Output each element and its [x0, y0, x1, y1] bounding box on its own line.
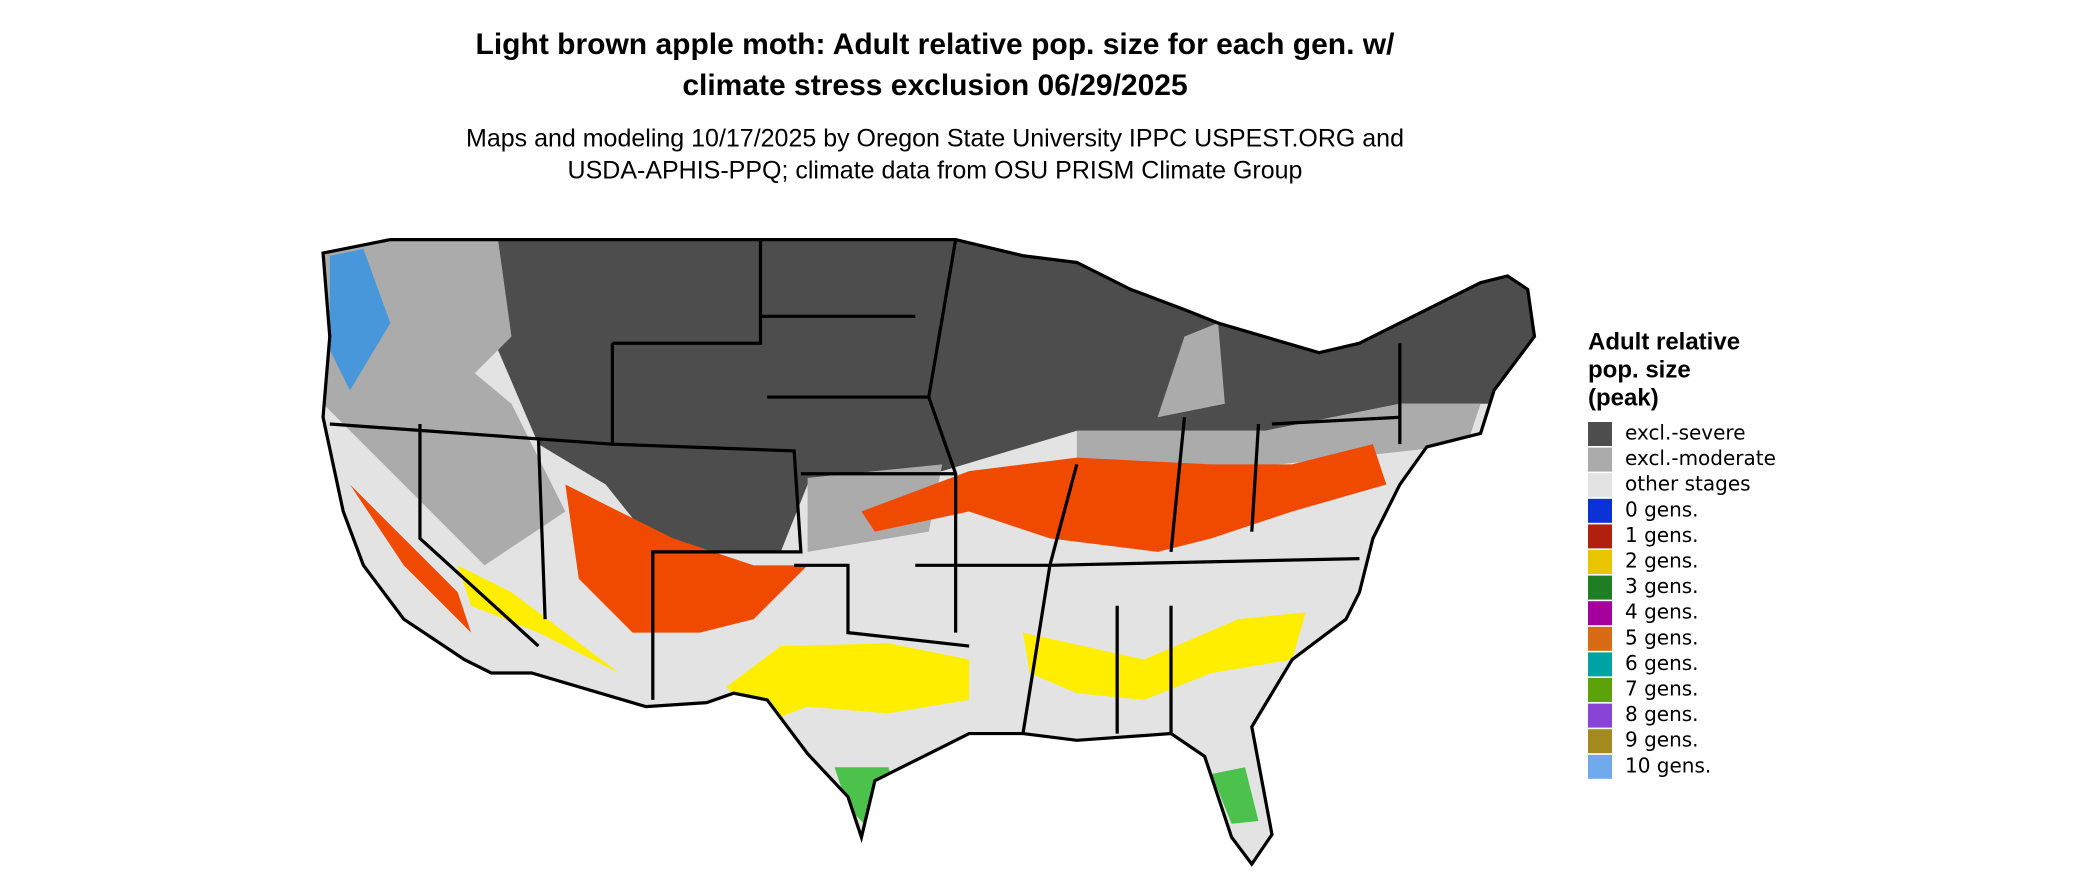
legend-swatch — [1588, 652, 1612, 677]
legend-swatch — [1588, 524, 1612, 549]
legend-swatch — [1588, 601, 1612, 626]
legend-label: other stages — [1625, 472, 1751, 496]
map-fill — [323, 239, 1535, 865]
legend-label: 7 gens. — [1625, 677, 1699, 701]
legend-swatch — [1588, 473, 1612, 498]
legend-label: excl.-severe — [1625, 421, 1746, 445]
legend-swatch — [1588, 754, 1612, 779]
legend-label: 6 gens. — [1625, 651, 1699, 675]
state-borders — [321, 237, 1537, 867]
legend-label: 0 gens. — [1625, 497, 1699, 521]
legend-label: excl.-moderate — [1625, 446, 1776, 470]
legend-title: (peak) — [1588, 384, 1659, 411]
title: Light brown apple moth: Adult relative p… — [476, 28, 1396, 61]
legend-title: pop. size — [1588, 356, 1691, 383]
legend-label: 9 gens. — [1625, 728, 1699, 752]
title: climate stress exclusion 06/29/2025 — [682, 69, 1187, 102]
legend-label: 3 gens. — [1625, 574, 1699, 598]
legend-swatch — [1588, 422, 1612, 446]
legend-label: 4 gens. — [1625, 600, 1699, 624]
legend-swatch — [1588, 498, 1612, 523]
legend-swatch — [1588, 729, 1612, 754]
legend-swatch — [1588, 703, 1612, 728]
legend-swatch — [1588, 550, 1612, 574]
legend-swatch — [1588, 575, 1612, 600]
us-map — [321, 237, 1537, 867]
legend-label: 5 gens. — [1625, 625, 1699, 649]
legend-label: 1 gens. — [1625, 523, 1699, 547]
legend-swatch — [1588, 447, 1612, 472]
legend-label: 8 gens. — [1625, 702, 1699, 726]
legend-swatch — [1588, 626, 1612, 651]
legend-label: 10 gens. — [1625, 753, 1711, 777]
legend-label: 2 gens. — [1625, 549, 1699, 573]
subtitle: USDA-APHIS-PPQ; climate data from OSU PR… — [568, 157, 1303, 185]
legend-title: Adult relative — [1588, 328, 1740, 355]
legend-swatch — [1588, 678, 1612, 702]
subtitle: Maps and modeling 10/17/2025 by Oregon S… — [466, 125, 1404, 153]
